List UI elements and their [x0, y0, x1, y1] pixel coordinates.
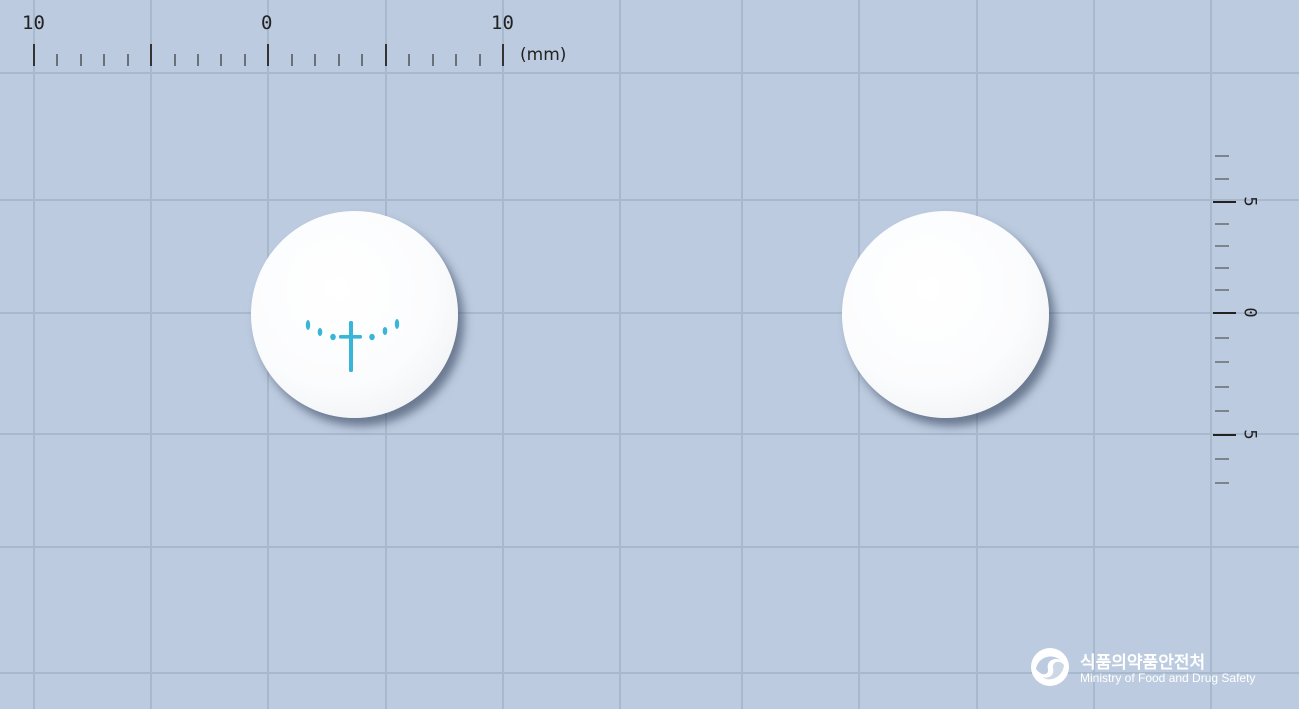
ministry-name-english: Ministry of Food and Drug Safety — [1080, 671, 1256, 685]
ruler-label-right-10: 10 — [491, 12, 514, 34]
ruler-label-0: 0 — [261, 12, 273, 34]
tablet-back — [842, 211, 1049, 418]
government-emblem-icon — [1031, 648, 1069, 686]
tablet-imprint-mark — [305, 319, 400, 372]
top-ruler-ticks — [33, 44, 504, 66]
side-ruler-label-bottom-5: 5 — [1239, 429, 1260, 440]
side-ruler-label-top-5: 5 — [1239, 196, 1260, 207]
ruler-unit-label: (mm) — [520, 45, 567, 65]
side-ruler-label-0: 0 — [1239, 307, 1260, 318]
side-ruler-ticks — [1213, 155, 1236, 484]
tablet-front — [251, 211, 458, 418]
ministry-name-korean: 식품의약품안전처 — [1080, 653, 1206, 673]
ruler-label-left-10: 10 — [22, 12, 45, 34]
